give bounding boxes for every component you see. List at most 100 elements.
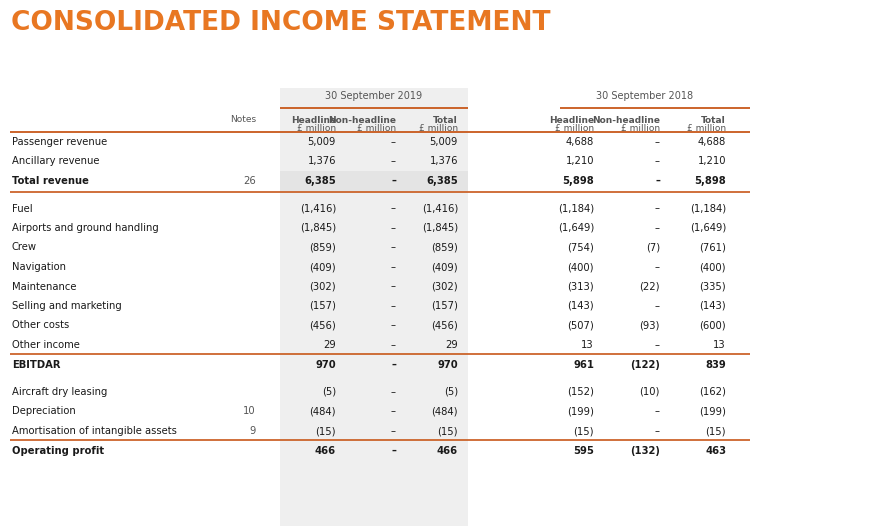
- Text: (484): (484): [431, 407, 458, 417]
- Text: 13: 13: [713, 340, 726, 350]
- Text: –: –: [391, 137, 396, 147]
- Text: –: –: [391, 281, 396, 291]
- Text: (313): (313): [568, 281, 594, 291]
- Text: (456): (456): [309, 320, 336, 330]
- Text: 29: 29: [324, 340, 336, 350]
- Text: Maintenance: Maintenance: [12, 281, 77, 291]
- Text: (122): (122): [630, 359, 660, 369]
- Text: Ancillary revenue: Ancillary revenue: [12, 157, 100, 167]
- Text: (1,649): (1,649): [690, 223, 726, 233]
- Text: 1,376: 1,376: [430, 157, 458, 167]
- Text: (1,845): (1,845): [300, 223, 336, 233]
- Text: (484): (484): [309, 407, 336, 417]
- Text: –: –: [391, 157, 396, 167]
- Text: (1,184): (1,184): [690, 204, 726, 214]
- Text: EBITDAR: EBITDAR: [12, 359, 60, 369]
- Text: 463: 463: [705, 446, 726, 456]
- Text: (859): (859): [431, 242, 458, 252]
- Text: 13: 13: [582, 340, 594, 350]
- Text: (409): (409): [431, 262, 458, 272]
- Text: (761): (761): [699, 242, 726, 252]
- Text: (400): (400): [568, 262, 594, 272]
- Text: 5,898: 5,898: [694, 176, 726, 186]
- Text: (456): (456): [431, 320, 458, 330]
- Text: –: –: [391, 301, 396, 311]
- Text: Headline: Headline: [549, 116, 594, 125]
- Text: £ million: £ million: [555, 124, 594, 133]
- Text: –: –: [655, 223, 660, 233]
- Text: –: –: [391, 426, 396, 436]
- Text: Passenger revenue: Passenger revenue: [12, 137, 107, 147]
- Text: –: –: [655, 204, 660, 214]
- Text: Headline: Headline: [291, 116, 336, 125]
- Text: 839: 839: [705, 359, 726, 369]
- Text: 961: 961: [573, 359, 594, 369]
- Text: (507): (507): [568, 320, 594, 330]
- Text: –: –: [391, 262, 396, 272]
- Text: (859): (859): [309, 242, 336, 252]
- Text: (15): (15): [705, 426, 726, 436]
- Text: £ million: £ million: [687, 124, 726, 133]
- Text: –: –: [391, 223, 396, 233]
- Text: Operating profit: Operating profit: [12, 446, 104, 456]
- Text: 5,898: 5,898: [562, 176, 594, 186]
- Text: 4,688: 4,688: [697, 137, 726, 147]
- Text: (400): (400): [699, 262, 726, 272]
- Text: 9: 9: [249, 426, 256, 436]
- Text: –: –: [391, 242, 396, 252]
- Text: 466: 466: [315, 446, 336, 456]
- Text: 26: 26: [243, 176, 256, 186]
- Text: £ million: £ million: [621, 124, 660, 133]
- Text: CONSOLIDATED INCOME STATEMENT: CONSOLIDATED INCOME STATEMENT: [11, 10, 551, 36]
- Text: –: –: [391, 387, 396, 397]
- Text: £ million: £ million: [419, 124, 458, 133]
- Text: 29: 29: [446, 340, 458, 350]
- Text: (15): (15): [316, 426, 336, 436]
- Text: 10: 10: [243, 407, 256, 417]
- Text: (152): (152): [568, 387, 594, 397]
- Text: (157): (157): [431, 301, 458, 311]
- Text: Total revenue: Total revenue: [12, 176, 89, 186]
- Text: Notes: Notes: [230, 116, 256, 125]
- Text: 1,376: 1,376: [308, 157, 336, 167]
- Text: Navigation: Navigation: [12, 262, 66, 272]
- Text: 970: 970: [316, 359, 336, 369]
- Text: (1,184): (1,184): [558, 204, 594, 214]
- Text: Amortisation of intangible assets: Amortisation of intangible assets: [12, 426, 177, 436]
- Text: –: –: [391, 176, 396, 186]
- Text: –: –: [655, 340, 660, 350]
- Text: Crew: Crew: [12, 242, 37, 252]
- Text: (302): (302): [309, 281, 336, 291]
- Text: (600): (600): [699, 320, 726, 330]
- Text: (199): (199): [699, 407, 726, 417]
- Text: Other income: Other income: [12, 340, 80, 350]
- Text: (7): (7): [646, 242, 660, 252]
- Text: (143): (143): [699, 301, 726, 311]
- Text: (132): (132): [630, 446, 660, 456]
- Text: (22): (22): [639, 281, 660, 291]
- Text: (335): (335): [699, 281, 726, 291]
- Text: –: –: [391, 320, 396, 330]
- Text: (5): (5): [444, 387, 458, 397]
- Text: 1,210: 1,210: [697, 157, 726, 167]
- Text: –: –: [655, 262, 660, 272]
- Text: Aircraft dry leasing: Aircraft dry leasing: [12, 387, 107, 397]
- Text: 466: 466: [437, 446, 458, 456]
- Text: (199): (199): [568, 407, 594, 417]
- Text: Total: Total: [433, 116, 458, 125]
- Text: 970: 970: [438, 359, 458, 369]
- Text: Depreciation: Depreciation: [12, 407, 76, 417]
- Text: 6,385: 6,385: [304, 176, 336, 186]
- Text: 30 September 2019: 30 September 2019: [325, 91, 423, 101]
- Text: (754): (754): [568, 242, 594, 252]
- Text: (1,416): (1,416): [422, 204, 458, 214]
- Text: (157): (157): [309, 301, 336, 311]
- Text: (302): (302): [431, 281, 458, 291]
- Text: –: –: [655, 176, 660, 186]
- Text: –: –: [391, 446, 396, 456]
- Text: –: –: [655, 157, 660, 167]
- Text: (93): (93): [640, 320, 660, 330]
- Text: (409): (409): [309, 262, 336, 272]
- Text: Selling and marketing: Selling and marketing: [12, 301, 122, 311]
- Text: –: –: [391, 340, 396, 350]
